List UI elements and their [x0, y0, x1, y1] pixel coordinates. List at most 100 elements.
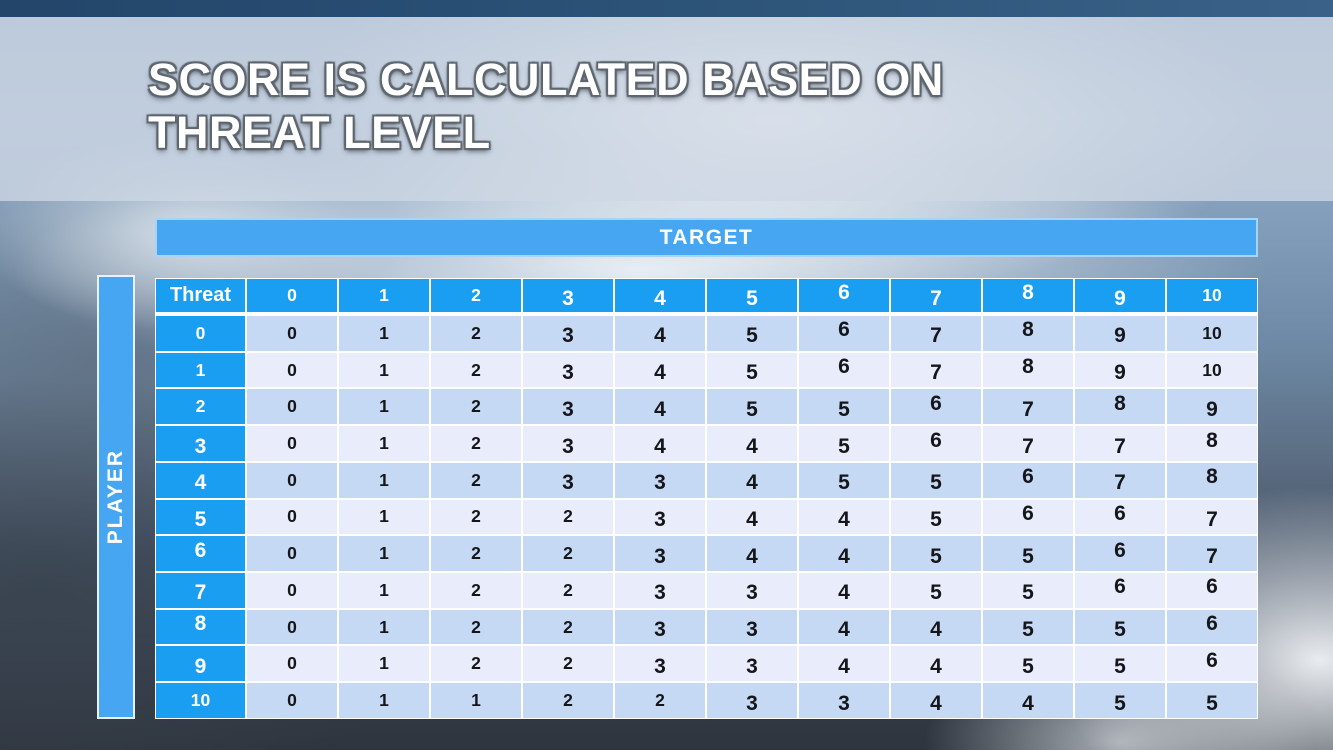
score-value: 3 [746, 654, 758, 678]
score-value: 7 [1022, 434, 1034, 458]
score-value: 3 [654, 507, 666, 531]
score-cell: 8 [982, 315, 1074, 352]
score-value: 8 [1022, 318, 1034, 342]
score-cell: 1 [338, 315, 430, 352]
player-axis-banner: PLAYER [97, 275, 135, 719]
score-cell: 2 [430, 535, 522, 573]
score-value: 3 [654, 471, 666, 495]
row-label-value: 0 [195, 322, 206, 343]
player-row-header: 8 [155, 608, 246, 646]
score-value: 10 [1202, 359, 1222, 380]
score-value: 5 [1022, 544, 1034, 568]
score-cell: 6 [798, 315, 890, 352]
target-axis-label: TARGET [659, 225, 754, 249]
score-cell: 7 [982, 425, 1074, 462]
score-cell: 0 [246, 388, 338, 426]
score-cell: 3 [522, 351, 614, 389]
score-value: 1 [379, 579, 389, 600]
score-value: 1 [379, 616, 389, 637]
score-cell: 5 [706, 351, 798, 389]
score-cell: 0 [246, 535, 338, 573]
score-cell: 6 [1166, 608, 1258, 646]
target-column-header: 4 [614, 278, 706, 315]
target-column-header: 5 [706, 278, 798, 315]
score-value: 4 [838, 618, 850, 642]
score-matrix-table: Threat 0 1 2 3 4 5 6 7 8 9 10 0 0 1 2 3 4 5 6 7 8 9 10 1 0 1 2 3 4 5… [155, 278, 1258, 719]
score-value: 2 [563, 543, 573, 564]
score-value: 0 [287, 690, 297, 711]
score-cell: 7 [1166, 535, 1258, 573]
row-label-value: 2 [195, 396, 206, 417]
score-value: 7 [1206, 507, 1218, 531]
column-header-value: 0 [287, 285, 297, 305]
table-row: 10 0 1 1 2 2 3 3 4 4 5 5 [155, 682, 1258, 719]
column-header-value: 4 [654, 286, 666, 310]
score-cell: 5 [982, 608, 1074, 646]
score-value: 2 [471, 469, 481, 490]
score-cell: 6 [1166, 645, 1258, 683]
score-cell: 0 [246, 315, 338, 352]
score-cell: 6 [1074, 572, 1166, 609]
target-column-header: 9 [1074, 278, 1166, 315]
target-column-header: 0 [246, 278, 338, 315]
score-value: 0 [287, 396, 297, 417]
score-cell: 5 [982, 535, 1074, 573]
score-cell: 7 [1166, 498, 1258, 536]
score-value: 0 [287, 322, 297, 343]
score-value: 4 [930, 618, 942, 642]
score-value: 2 [563, 690, 573, 711]
score-cell: 6 [982, 498, 1074, 536]
score-value: 5 [838, 397, 850, 421]
score-value: 5 [746, 361, 758, 385]
score-cell: 6 [890, 425, 982, 462]
score-cell: 1 [338, 572, 430, 609]
table-row: 4 0 1 2 3 3 4 5 5 6 7 8 [155, 461, 1258, 499]
score-cell: 6 [982, 461, 1074, 499]
score-value: 3 [562, 324, 574, 348]
score-cell: 2 [522, 535, 614, 573]
score-cell: 3 [522, 315, 614, 352]
score-cell: 2 [430, 645, 522, 683]
score-cell: 4 [614, 425, 706, 462]
score-cell: 1 [338, 645, 430, 683]
score-value: 2 [655, 690, 665, 711]
row-label-value: 10 [190, 690, 211, 711]
score-cell: 5 [1166, 682, 1258, 719]
score-cell: 3 [706, 645, 798, 683]
score-value: 0 [287, 469, 297, 490]
score-cell: 1 [430, 682, 522, 719]
player-row-header: 7 [155, 572, 246, 609]
score-cell: 3 [706, 572, 798, 609]
score-cell: 2 [522, 608, 614, 646]
score-value: 6 [1114, 501, 1126, 525]
score-value: 5 [1206, 691, 1218, 715]
score-value: 2 [563, 506, 573, 527]
score-cell: 2 [430, 608, 522, 646]
score-value: 3 [746, 691, 758, 715]
title-line-1: SCORE IS CALCULATED BASED ON [148, 54, 944, 105]
score-value: 5 [746, 397, 758, 421]
score-cell: 9 [1166, 388, 1258, 426]
score-cell: 4 [798, 645, 890, 683]
score-value: 5 [838, 434, 850, 458]
row-label-value: 9 [194, 654, 207, 678]
score-cell: 2 [522, 498, 614, 536]
score-value: 8 [1022, 355, 1034, 379]
player-row-header: 0 [155, 315, 246, 352]
score-value: 2 [471, 506, 481, 527]
score-cell: 3 [614, 645, 706, 683]
score-value: 7 [1114, 434, 1126, 458]
score-value: 0 [287, 433, 297, 454]
score-cell: 5 [890, 498, 982, 536]
score-cell: 6 [1166, 572, 1258, 609]
score-value: 7 [1114, 471, 1126, 495]
corner-threat-label: Threat [169, 284, 232, 306]
score-value: 2 [563, 579, 573, 600]
score-value: 6 [1206, 575, 1218, 599]
score-value: 4 [1022, 691, 1034, 715]
score-value: 2 [471, 653, 481, 674]
row-label-value: 4 [194, 471, 207, 495]
score-cell: 2 [614, 682, 706, 719]
target-column-header: 3 [522, 278, 614, 315]
